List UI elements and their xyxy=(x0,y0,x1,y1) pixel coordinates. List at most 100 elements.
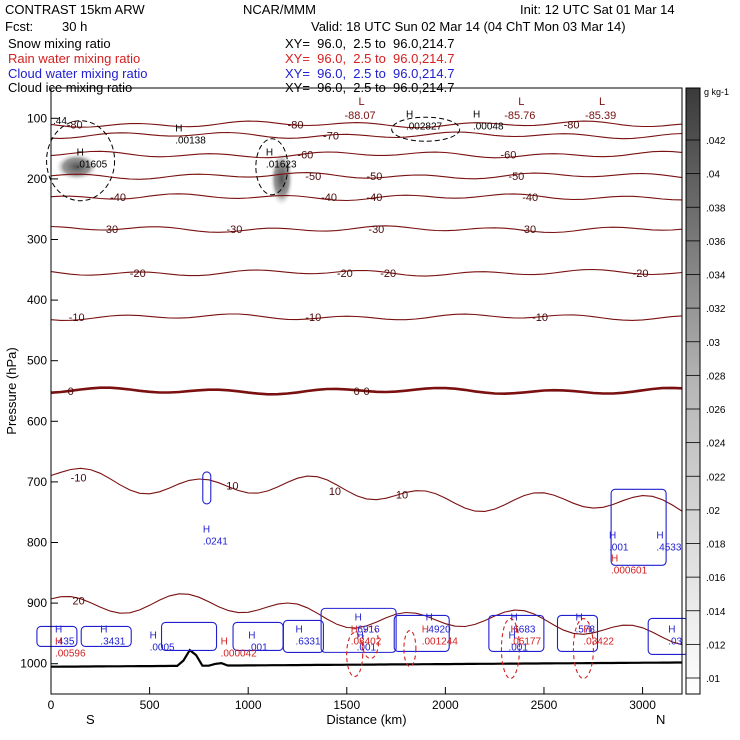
x-tick-label: 3000 xyxy=(629,698,656,712)
cloud-water-contour-6 xyxy=(320,607,397,653)
cloud-water-max-marker: H xyxy=(508,631,515,642)
y-tick-label: 900 xyxy=(27,596,47,610)
isotherm-label: -30 xyxy=(226,224,242,236)
cloud-water-max-marker: H xyxy=(510,612,517,623)
isotherm-label: -30 xyxy=(520,224,536,236)
cloud-water-contour-4 xyxy=(232,621,284,651)
y-tick-label: 100 xyxy=(27,111,47,125)
colorbar-tick-label: .018 xyxy=(706,540,726,551)
field-name-snow: Snow mixing ratio xyxy=(8,36,111,51)
colorbar-tick-label: .042 xyxy=(706,136,726,147)
cloud-water-max-value: .4920 xyxy=(426,624,451,635)
isotherm--50 xyxy=(50,172,683,180)
low-marker: L xyxy=(518,96,524,108)
cloud-water-max-marker: H xyxy=(355,612,362,623)
field-name-rain: Rain water mixing ratio xyxy=(8,51,141,66)
cloud-water-max-marker: H xyxy=(203,525,210,536)
rain-max-marker: H xyxy=(611,554,618,565)
isotherm-label: 10 xyxy=(329,486,341,498)
cloud-water-max-value: .001 xyxy=(508,643,528,654)
isotherm--70 xyxy=(50,131,683,140)
colorbar-tick-label: .034 xyxy=(706,271,726,282)
snow-max-value: .00138 xyxy=(175,135,206,146)
cloud-water-max-value: .3431 xyxy=(100,636,125,647)
cloud-ice-corner-value: .44 xyxy=(53,116,67,127)
cloud-water-max-value: .6916 xyxy=(355,624,380,635)
isotherm-20 xyxy=(50,593,683,646)
cloud-water-max-value: .001 xyxy=(357,643,377,654)
cloud-water-max-marker: H xyxy=(576,612,583,623)
cloud-water-contour-11 xyxy=(647,617,689,655)
isotherm-label: -20 xyxy=(130,268,146,280)
colorbar-tick-label: .028 xyxy=(706,371,726,382)
org-label: NCAR/MMM xyxy=(243,2,316,17)
field-xy-snow: XY= 96.0, 2.5 to 96.0,214.7 xyxy=(285,36,455,51)
isotherm-label: -30 xyxy=(368,224,384,236)
y-tick-label: 400 xyxy=(27,293,47,307)
cloud-water-max-value: .0241 xyxy=(203,537,228,548)
x-tick-label: 2500 xyxy=(531,698,558,712)
x-axis-label: Distance (km) xyxy=(326,712,406,727)
rain-max-value: .000601 xyxy=(611,566,648,577)
isotherm--40 xyxy=(50,193,683,202)
cloud-water-contour-3 xyxy=(160,621,218,651)
rain-max-value: .08402 xyxy=(351,636,382,647)
isotherm--20 xyxy=(50,268,683,277)
y-tick-label: 1000 xyxy=(20,657,47,671)
isotherm-label: -50 xyxy=(305,171,321,183)
isotherm-label: 20 xyxy=(72,595,84,607)
field-name-cloud-ice: Cloud ice mixing ratio xyxy=(8,80,133,95)
colorbar-tick-label: .022 xyxy=(706,472,726,483)
colorbar-tick-label: .03 xyxy=(706,338,720,349)
cloud-water-max-marker: H xyxy=(296,624,303,635)
cloud-water-max-value: .03 xyxy=(668,636,682,647)
colorbar-tick-label: .014 xyxy=(706,607,726,618)
isotherm-label: -40 xyxy=(110,192,126,204)
isotherm--80 xyxy=(50,120,683,129)
cloud-water-max-marker: H xyxy=(100,624,107,635)
cloud-water-contour-7 xyxy=(393,614,450,652)
y-tick-label: 700 xyxy=(27,475,47,489)
snow-max-marker: H xyxy=(77,148,84,159)
rain-max-marker: H xyxy=(55,637,62,648)
isotherm-label: 0 xyxy=(354,386,360,398)
isotherm-label: -80 xyxy=(564,119,580,131)
valid-time: Valid: 18 UTC Sun 02 Mar 14 (04 ChT Mon … xyxy=(311,19,626,34)
rain-contour-4 xyxy=(361,625,379,660)
isotherm-label: -10 xyxy=(305,312,321,324)
init-time: Init: 12 UTC Sat 01 Mar 14 xyxy=(520,2,675,17)
snow-max-value: .01605 xyxy=(77,160,108,171)
rain-max-value: .001244 xyxy=(422,636,459,647)
isotherm-label: -40 xyxy=(321,192,337,204)
snow-shading-0 xyxy=(54,152,99,181)
isotherm-label: -40 xyxy=(366,192,382,204)
cloud-water-max-value: .578 xyxy=(576,624,596,635)
cloud-water-max-value: .0005 xyxy=(150,643,175,654)
rain-max-marker: H xyxy=(221,637,228,648)
x-tick-label: 500 xyxy=(140,698,160,712)
x-end-label-left: S xyxy=(86,712,95,727)
rain-max-marker: H xyxy=(510,624,517,635)
rain-max-value: .000042 xyxy=(221,649,258,660)
cloud-water-max-marker: H xyxy=(656,531,663,542)
colorbar-tick-label: .026 xyxy=(706,405,726,416)
field-xy-rain: XY= 96.0, 2.5 to 96.0,214.7 xyxy=(285,51,455,66)
x-tick-label: 1000 xyxy=(235,698,262,712)
snow-max-marker: H xyxy=(473,109,480,120)
rain-max-marker: H xyxy=(422,624,429,635)
field-name-cloud-water: Cloud water mixing ratio xyxy=(8,66,148,81)
x-end-label-right: N xyxy=(656,712,665,727)
colorbar-tick-label: .012 xyxy=(706,640,726,651)
rain-contour-2 xyxy=(500,617,520,680)
isotherm-label: -60 xyxy=(501,150,517,162)
isotherm-label: -20 xyxy=(380,268,396,280)
rain-max-marker: H xyxy=(583,624,590,635)
y-tick-label: 800 xyxy=(27,536,47,550)
cloud-water-max-value: .6683 xyxy=(510,624,535,635)
low-value: -85.39 xyxy=(585,110,616,122)
y-tick-label: 200 xyxy=(27,172,47,186)
cloud-water-contour-5 xyxy=(282,619,324,653)
rain-max-value: .00596 xyxy=(55,649,86,660)
colorbar-tick-label: .04 xyxy=(706,170,720,181)
snow-shading-1 xyxy=(269,150,294,207)
